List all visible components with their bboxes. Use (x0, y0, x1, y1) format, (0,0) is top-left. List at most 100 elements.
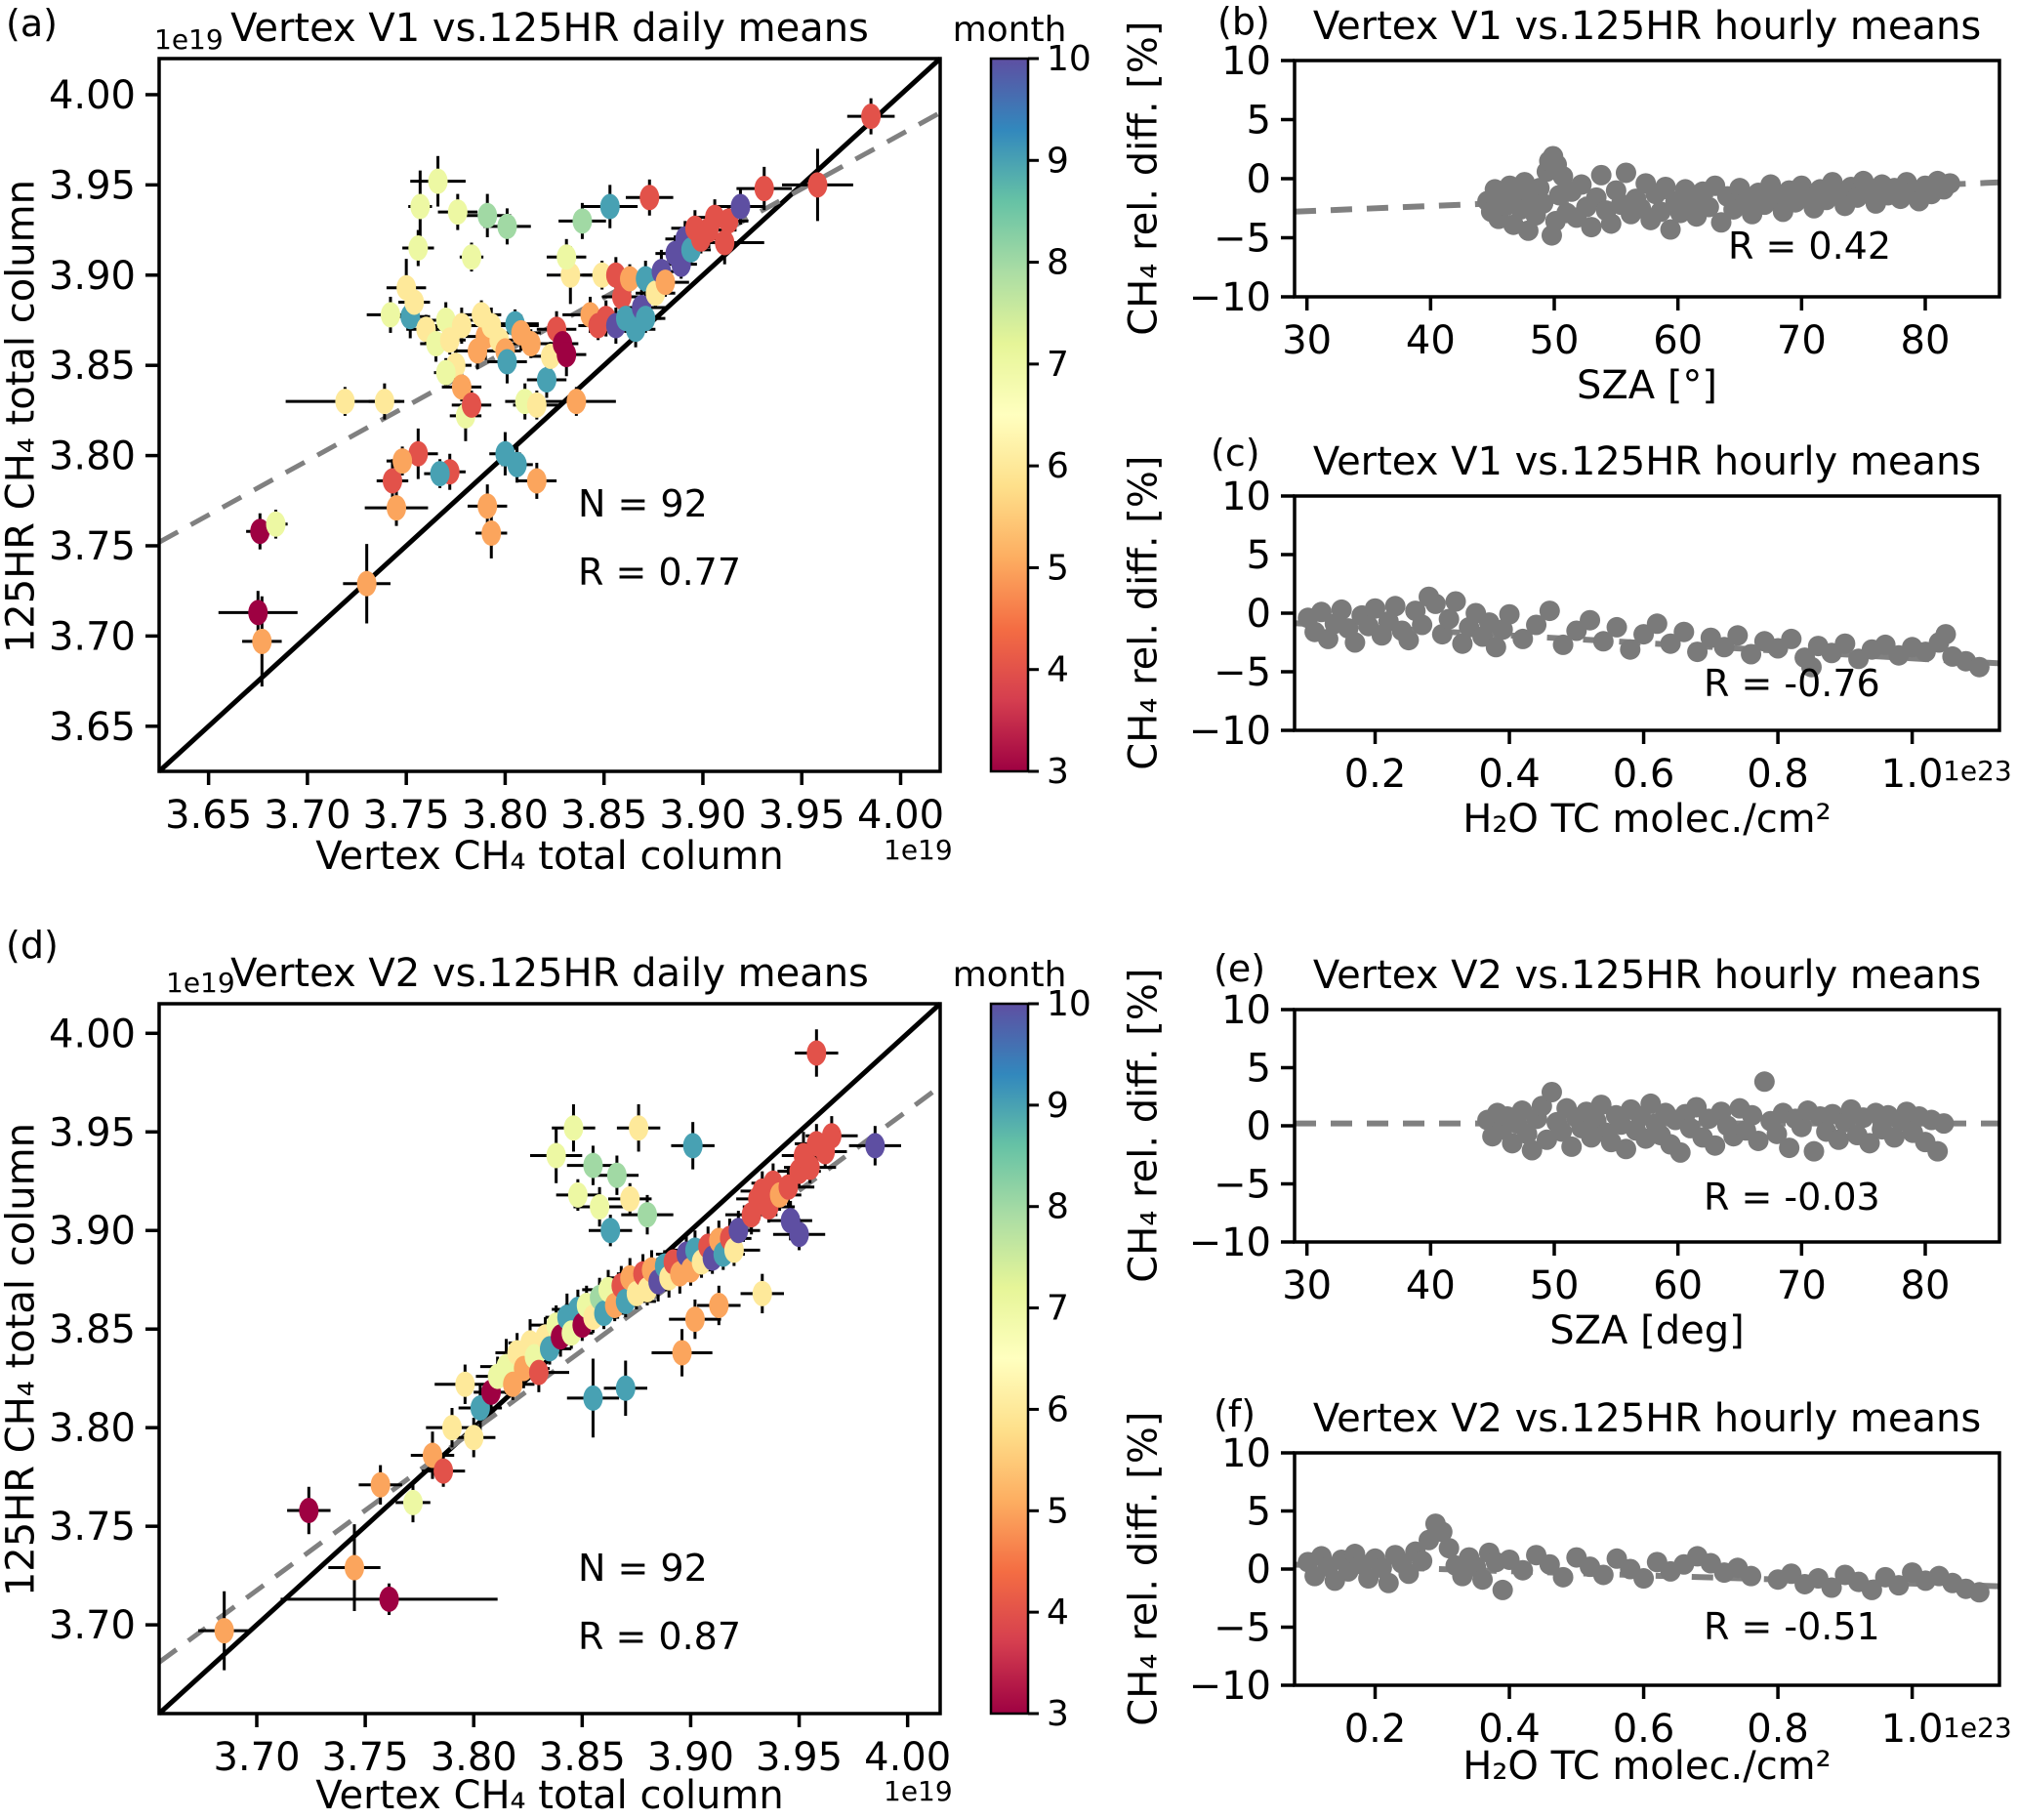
data-point (629, 1115, 649, 1141)
data-point (1779, 1138, 1800, 1159)
colorbar-tick-label: 8 (1047, 243, 1069, 283)
y-tick-label: 3.90 (49, 254, 136, 299)
data-point (1384, 596, 1406, 617)
data-point (566, 389, 587, 415)
y-tick-label: −10 (1189, 275, 1271, 320)
x-tick-label: 0.6 (1613, 1707, 1675, 1752)
y-tick-label: 3.80 (49, 434, 136, 479)
x-tick-label: 1.0 (1881, 752, 1944, 797)
data-point (464, 1425, 484, 1451)
data-point (1526, 614, 1547, 636)
data-point (1828, 1129, 1849, 1150)
panel-e-plot: 30 40 50 60 70 80 −10 −5 0 5 10 (1189, 988, 2001, 1308)
y-tick-label: 4.00 (49, 1012, 136, 1056)
colorbar-tick-label: 3 (1047, 752, 1069, 792)
data-point (620, 1185, 640, 1212)
data-point (477, 493, 498, 519)
data-point (1533, 192, 1554, 214)
x-tick-label: 40 (1406, 1263, 1456, 1308)
data-point (1660, 633, 1681, 654)
y-tick-label: 3.95 (49, 1110, 136, 1155)
x-tick-label: 50 (1530, 318, 1580, 363)
data-point (1512, 1559, 1534, 1581)
data-point (1606, 616, 1627, 638)
x-tick-label: 80 (1901, 1263, 1951, 1308)
data-point (1331, 599, 1352, 620)
colorbar-tick-label: 6 (1047, 446, 1069, 486)
panel-f-ylabel: CH₄ rel. diff. [%] (1121, 1411, 1167, 1726)
panel-e-letter: (e) (1214, 947, 1266, 990)
data-point (865, 1133, 885, 1159)
y-tick-label: 10 (1221, 988, 1271, 1033)
panel-c-ylabel: CH₄ rel. diff. [%] (1121, 455, 1167, 770)
axes-frame (157, 57, 942, 773)
x-tick-label: 3.95 (756, 1735, 843, 1780)
axes-frame (1293, 494, 2001, 732)
data-point (1472, 1569, 1494, 1591)
data-point (387, 495, 407, 521)
data-point (806, 1040, 827, 1066)
y-tick-label: 3.90 (49, 1209, 136, 1254)
x-tick-label: 0.4 (1478, 752, 1541, 797)
y-tick-label: 4.00 (49, 73, 136, 118)
y-tick-label: 3.65 (49, 705, 136, 750)
x-tick-label: 3.70 (264, 793, 350, 838)
data-point (481, 520, 502, 547)
data-point (1766, 1123, 1788, 1144)
y-tick-label: 3.75 (49, 524, 136, 569)
data-point (684, 1306, 705, 1333)
panel-a-letter: (a) (6, 2, 58, 45)
data-point (752, 1280, 772, 1306)
data-point (356, 570, 377, 597)
data-point (1398, 1563, 1420, 1585)
axes-frame (1293, 59, 2001, 299)
data-point (563, 1115, 584, 1141)
data-point (1512, 628, 1534, 649)
data-point (1713, 637, 1735, 658)
data-point (1615, 162, 1636, 184)
data-point (520, 331, 541, 356)
y-tick-label: 0 (1247, 157, 1271, 202)
data-point (1927, 1140, 1949, 1162)
data-point (606, 1162, 627, 1188)
data-point (477, 202, 498, 228)
y-tick-label: 5 (1247, 1047, 1271, 1092)
y-tick-label: −10 (1189, 1664, 1271, 1709)
data-point (1412, 1551, 1433, 1572)
colorbar-tick-label: 7 (1047, 1289, 1069, 1329)
data-point (590, 1194, 610, 1220)
colorbar-tick-label: 10 (1047, 984, 1091, 1024)
data-point (1571, 174, 1592, 195)
panel-c-plot: 0.2 0.4 0.6 0.8 1.0 −10 −5 0 5 10 (1189, 475, 2001, 797)
panel-f-x-scale-offset: 1e23 (1943, 1712, 2012, 1744)
data-point (1705, 1135, 1726, 1156)
data-point (1821, 1577, 1842, 1598)
y-tick-label: 0 (1247, 1548, 1271, 1592)
data-point (455, 1371, 475, 1397)
data-point (1861, 1579, 1882, 1600)
data-point (403, 1489, 423, 1515)
data-point (1791, 1116, 1812, 1138)
x-tick-label: 50 (1530, 1263, 1580, 1308)
data-point (266, 511, 286, 537)
data-point (435, 359, 456, 386)
data-point (1438, 608, 1460, 630)
data-point (1615, 1138, 1636, 1160)
data-point (410, 193, 431, 220)
panel-b-title: Vertex V1 vs.125HR hourly means (1312, 4, 1982, 49)
data-point (600, 1218, 621, 1244)
panel-c-title: Vertex V1 vs.125HR hourly means (1312, 439, 1982, 484)
data-point (1499, 603, 1520, 625)
x-tick-label: 3.95 (759, 793, 845, 838)
panel-e-xlabel: SZA [deg] (1549, 1308, 1745, 1353)
data-point (507, 451, 527, 477)
data-point (754, 176, 774, 202)
data-point (800, 1154, 820, 1180)
data-point (374, 389, 394, 415)
x-tick-label: 0.8 (1747, 1707, 1809, 1752)
data-point (638, 1202, 657, 1228)
x-tick-label: 3.85 (539, 1735, 626, 1780)
data-point (435, 307, 456, 333)
data-point (655, 269, 676, 296)
y-tick-label: 10 (1221, 475, 1271, 519)
